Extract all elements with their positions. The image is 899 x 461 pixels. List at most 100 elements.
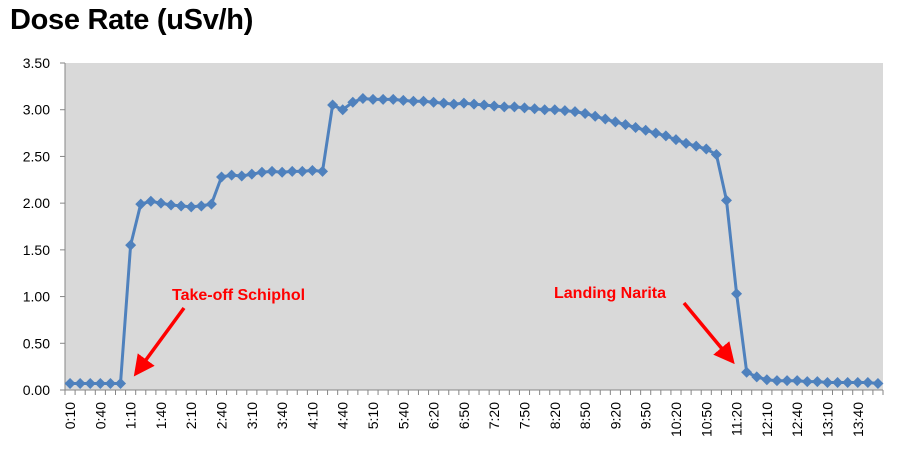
x-tick-label: 5:40 xyxy=(395,402,411,429)
x-tick-label: 1:40 xyxy=(153,402,169,429)
data-point xyxy=(428,96,440,108)
x-tick-label: 9:20 xyxy=(607,402,623,429)
annotation-takeoff: Take-off Schiphol xyxy=(172,287,305,304)
data-point xyxy=(185,201,197,213)
data-point xyxy=(205,198,217,210)
data-point xyxy=(821,377,833,389)
x-tick-label: 12:10 xyxy=(759,402,775,437)
annotation-landing: Landing Narita xyxy=(554,285,666,302)
data-point xyxy=(539,104,551,116)
x-tick-label: 11:20 xyxy=(729,402,745,436)
data-point xyxy=(104,377,116,389)
data-point xyxy=(175,200,187,212)
data-point xyxy=(801,376,813,388)
x-axis: 0:10 0:40 1:10 1:40 2:10 2:40 3:10 3:40 4:10 4:40… xyxy=(62,389,884,437)
data-point xyxy=(832,377,844,389)
data-point xyxy=(226,169,238,181)
y-tick-label: 1.50 xyxy=(23,242,50,258)
data-point xyxy=(64,377,76,389)
data-point xyxy=(549,104,561,116)
y-tick-label: 0.00 xyxy=(23,382,50,398)
data-point xyxy=(448,98,460,110)
y-tick-label: 1.00 xyxy=(23,289,50,305)
data-point xyxy=(418,95,430,107)
data-point xyxy=(781,375,793,387)
data-point xyxy=(731,288,743,300)
data-point xyxy=(438,97,450,109)
data-point xyxy=(569,106,581,118)
data-point xyxy=(640,124,652,136)
data-point xyxy=(771,375,783,387)
data-point xyxy=(579,107,591,119)
x-tick-label: 8:20 xyxy=(547,402,563,429)
x-tick-label: 4:10 xyxy=(304,402,320,429)
data-point xyxy=(367,93,379,105)
data-point xyxy=(529,103,541,115)
x-tick-label: 0:40 xyxy=(92,402,108,429)
data-point xyxy=(357,93,369,105)
data-point xyxy=(397,94,409,106)
data-point xyxy=(670,134,682,146)
annotations: Take-off Schiphol Landing Narita xyxy=(133,285,735,377)
data-point xyxy=(751,371,763,383)
x-tick-label: 8:50 xyxy=(577,402,593,429)
plot-area xyxy=(65,63,883,390)
data-point xyxy=(720,194,732,206)
data-point xyxy=(266,165,278,177)
data-point xyxy=(125,239,137,251)
arrow-takeoff xyxy=(133,306,186,377)
data-point xyxy=(761,374,773,386)
data-point xyxy=(246,168,258,180)
data-point xyxy=(337,104,349,116)
data-point xyxy=(296,165,308,177)
data-point xyxy=(155,197,167,209)
data-point xyxy=(74,377,86,389)
data-point xyxy=(488,100,500,112)
data-point xyxy=(619,119,631,131)
data-point xyxy=(791,375,803,387)
data-point xyxy=(630,121,642,133)
data-point xyxy=(599,113,611,125)
y-tick-label: 3.00 xyxy=(23,102,50,118)
y-tick-label: 2.50 xyxy=(23,148,50,164)
data-point xyxy=(741,366,753,378)
x-tick-label: 13:10 xyxy=(819,402,835,437)
data-point xyxy=(276,166,288,178)
data-point xyxy=(690,140,702,152)
data-point xyxy=(710,149,722,161)
data-point xyxy=(458,97,470,109)
data-point xyxy=(115,377,127,389)
data-point xyxy=(650,127,662,139)
x-tick-label: 13:40 xyxy=(850,402,866,437)
data-point xyxy=(84,377,96,389)
x-tick-label: 2:40 xyxy=(214,402,230,429)
data-point xyxy=(680,137,692,149)
data-point xyxy=(286,165,298,177)
y-axis: 0.00 0.50 1.00 1.50 2.00 2.50 3.00 3.50 xyxy=(23,55,66,398)
data-point xyxy=(660,130,672,142)
x-tick-label: 0:10 xyxy=(62,402,78,429)
data-point xyxy=(842,377,854,389)
data-point xyxy=(518,102,530,114)
x-tick-label: 6:50 xyxy=(456,402,472,429)
data-point xyxy=(478,99,490,111)
data-point xyxy=(306,164,318,176)
arrow-landing xyxy=(682,301,735,365)
x-tick-label: 7:20 xyxy=(486,402,502,429)
data-point xyxy=(387,93,399,105)
data-point xyxy=(700,143,712,155)
data-point xyxy=(559,105,571,117)
x-tick-label: 1:10 xyxy=(123,402,139,429)
data-point xyxy=(609,116,621,128)
data-point xyxy=(872,377,884,389)
data-point xyxy=(852,377,864,389)
x-tick-label: 10:20 xyxy=(668,402,684,437)
x-tick-label: 3:10 xyxy=(244,402,260,429)
data-point xyxy=(195,200,207,212)
data-point xyxy=(508,101,520,113)
x-tick-label: 6:20 xyxy=(426,402,442,429)
chart-title: Dose Rate (uSv/h) xyxy=(10,4,254,36)
data-point xyxy=(94,377,106,389)
x-tick-label: 2:10 xyxy=(183,402,199,429)
data-point xyxy=(256,166,268,178)
